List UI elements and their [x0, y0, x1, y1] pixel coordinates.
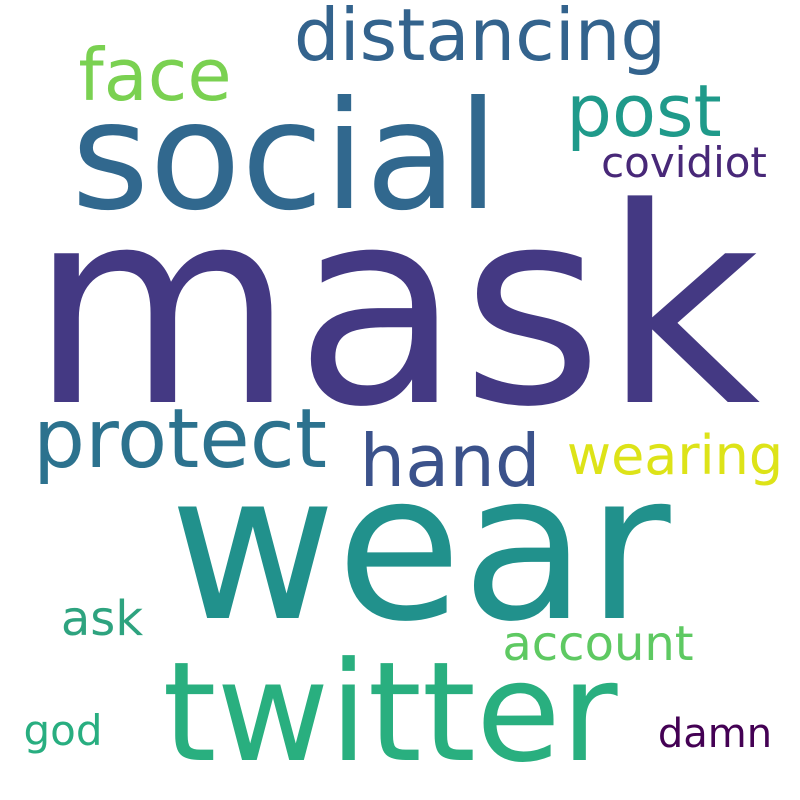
word-account: account	[502, 616, 693, 672]
word-post: post	[566, 69, 722, 153]
word-mask: mask	[30, 151, 761, 467]
word-hand: hand	[359, 419, 540, 503]
word-covidiot: covidiot	[601, 138, 767, 187]
word-twitter: twitter	[162, 632, 617, 793]
word-social: social	[71, 70, 499, 244]
word-wear: wear	[169, 430, 670, 667]
word-distancing: distancing	[294, 0, 666, 77]
word-damn: damn	[658, 711, 772, 757]
word-god: god	[23, 706, 102, 755]
word-protect: protect	[33, 392, 327, 487]
word-wearing: wearing	[567, 424, 783, 487]
word-ask: ask	[61, 591, 143, 647]
word-face: face	[78, 33, 231, 117]
